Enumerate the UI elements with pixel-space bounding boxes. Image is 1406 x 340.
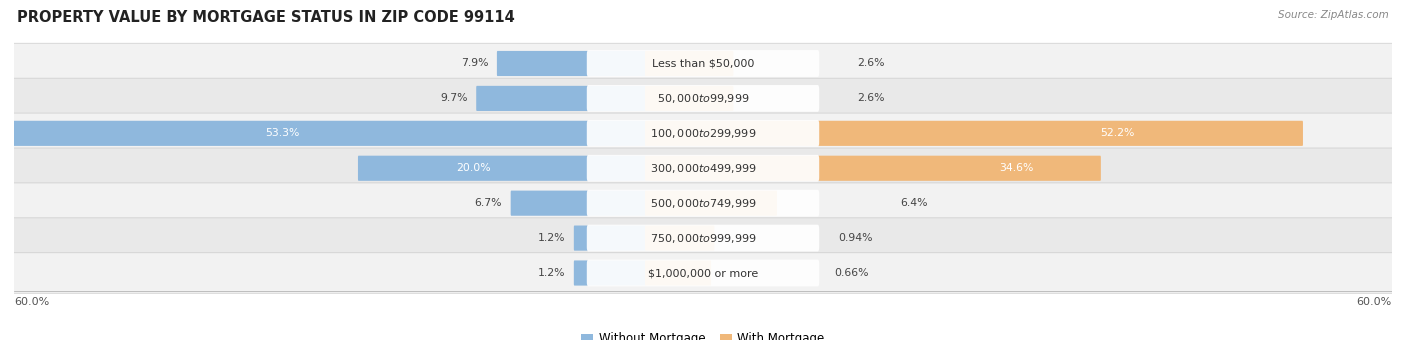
Text: 7.9%: 7.9% [461, 58, 488, 68]
FancyBboxPatch shape [477, 86, 647, 111]
Text: PROPERTY VALUE BY MORTGAGE STATUS IN ZIP CODE 99114: PROPERTY VALUE BY MORTGAGE STATUS IN ZIP… [17, 10, 515, 25]
Text: 34.6%: 34.6% [1000, 163, 1033, 173]
FancyBboxPatch shape [586, 85, 820, 112]
Text: 0.94%: 0.94% [838, 233, 872, 243]
FancyBboxPatch shape [645, 156, 1101, 181]
FancyBboxPatch shape [574, 260, 647, 286]
FancyBboxPatch shape [645, 191, 778, 216]
FancyBboxPatch shape [1, 113, 1405, 154]
FancyBboxPatch shape [645, 225, 714, 251]
FancyBboxPatch shape [586, 50, 820, 77]
FancyBboxPatch shape [586, 260, 820, 286]
FancyBboxPatch shape [1, 253, 1405, 293]
Text: $100,000 to $299,999: $100,000 to $299,999 [650, 127, 756, 140]
FancyBboxPatch shape [1, 43, 1405, 84]
FancyBboxPatch shape [1, 218, 1405, 258]
FancyBboxPatch shape [586, 190, 820, 217]
Text: 60.0%: 60.0% [1357, 297, 1392, 307]
Text: Source: ZipAtlas.com: Source: ZipAtlas.com [1278, 10, 1389, 20]
FancyBboxPatch shape [510, 191, 647, 216]
FancyBboxPatch shape [359, 156, 647, 181]
FancyBboxPatch shape [645, 86, 734, 111]
FancyBboxPatch shape [1, 78, 1405, 119]
Text: 2.6%: 2.6% [856, 94, 884, 103]
Text: 2.6%: 2.6% [856, 58, 884, 68]
FancyBboxPatch shape [586, 225, 820, 252]
Text: 0.66%: 0.66% [835, 268, 869, 278]
Text: 53.3%: 53.3% [264, 128, 299, 138]
Text: $50,000 to $99,999: $50,000 to $99,999 [657, 92, 749, 105]
FancyBboxPatch shape [586, 155, 820, 182]
FancyBboxPatch shape [1, 183, 1405, 223]
FancyBboxPatch shape [1, 148, 1405, 188]
Text: $1,000,000 or more: $1,000,000 or more [648, 268, 758, 278]
Text: 60.0%: 60.0% [14, 297, 49, 307]
Text: 52.2%: 52.2% [1101, 128, 1135, 138]
FancyBboxPatch shape [645, 51, 734, 76]
FancyBboxPatch shape [645, 260, 711, 286]
Text: 1.2%: 1.2% [537, 233, 565, 243]
FancyBboxPatch shape [496, 51, 647, 76]
Text: 6.7%: 6.7% [475, 198, 502, 208]
Text: $750,000 to $999,999: $750,000 to $999,999 [650, 232, 756, 244]
Text: 6.4%: 6.4% [900, 198, 928, 208]
FancyBboxPatch shape [574, 225, 647, 251]
Text: 20.0%: 20.0% [456, 163, 491, 173]
Legend: Without Mortgage, With Mortgage: Without Mortgage, With Mortgage [576, 328, 830, 340]
Text: 1.2%: 1.2% [537, 268, 565, 278]
Text: Less than $50,000: Less than $50,000 [652, 58, 754, 68]
Text: $300,000 to $499,999: $300,000 to $499,999 [650, 162, 756, 175]
FancyBboxPatch shape [586, 120, 820, 147]
FancyBboxPatch shape [645, 121, 1303, 146]
Text: $500,000 to $749,999: $500,000 to $749,999 [650, 197, 756, 210]
Text: 9.7%: 9.7% [440, 94, 468, 103]
FancyBboxPatch shape [0, 121, 647, 146]
